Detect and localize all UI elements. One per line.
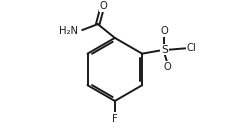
- Text: Cl: Cl: [186, 43, 196, 53]
- Text: S: S: [161, 45, 168, 55]
- Text: H₂N: H₂N: [59, 26, 78, 36]
- Text: O: O: [160, 26, 168, 36]
- Text: F: F: [112, 114, 118, 124]
- Text: O: O: [99, 1, 107, 11]
- Text: O: O: [163, 62, 171, 72]
